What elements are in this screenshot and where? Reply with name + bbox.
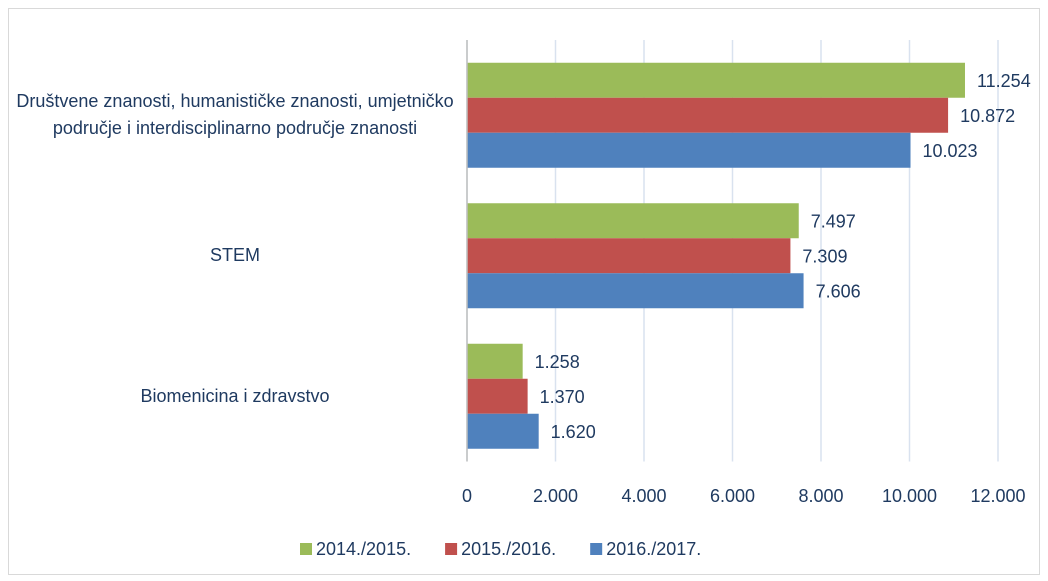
y-tick-label: Biomenicina i zdravstvo xyxy=(140,385,330,406)
bar xyxy=(467,97,949,133)
legend-label: 2016./2017. xyxy=(606,539,701,559)
value-label: 1.258 xyxy=(535,352,580,372)
x-tick-label: 2.000 xyxy=(533,486,578,506)
bar xyxy=(467,273,804,309)
bar xyxy=(467,413,539,449)
bar xyxy=(467,62,965,98)
category-wrap: Biomenicina i zdravstvo xyxy=(10,336,460,456)
value-label: 1.620 xyxy=(551,422,596,442)
legend-label: 2015./2016. xyxy=(461,539,556,559)
value-label: 10.023 xyxy=(923,141,978,161)
category-label-box: Društvene znanosti, humanističke znanost… xyxy=(10,55,460,175)
legend-swatch xyxy=(300,543,312,555)
x-tick-label: 0 xyxy=(462,486,472,506)
value-label: 10.872 xyxy=(960,106,1015,126)
x-tick-label: 6.000 xyxy=(710,486,755,506)
category-label-box: Biomenicina i zdravstvo xyxy=(10,336,460,456)
bar xyxy=(467,132,911,168)
bar xyxy=(467,203,799,239)
value-label: 11.254 xyxy=(977,71,1031,91)
category-wrap: STEM xyxy=(10,196,460,316)
x-tick-label: 12.000 xyxy=(970,486,1025,506)
category-wrap: Društvene znanosti, humanističke znanost… xyxy=(10,55,460,175)
legend-label: 2014./2015. xyxy=(316,539,411,559)
x-tick-label: 8.000 xyxy=(798,486,843,506)
value-label: 7.497 xyxy=(811,212,856,232)
y-tick-label: STEM xyxy=(209,245,260,266)
bar xyxy=(467,343,523,379)
x-tick-label: 10.000 xyxy=(882,486,937,506)
value-label: 7.309 xyxy=(802,247,847,267)
y-tick-label: Društvene znanosti, humanističke znanost… xyxy=(16,91,454,139)
value-label: 7.606 xyxy=(816,282,861,302)
x-tick-label: 4.000 xyxy=(621,486,666,506)
value-label: 1.370 xyxy=(540,387,585,407)
legend-swatch xyxy=(590,543,603,555)
legend-swatch xyxy=(445,543,458,555)
category-label-box: STEM xyxy=(10,196,460,316)
bar xyxy=(467,378,528,414)
bar xyxy=(467,238,791,274)
